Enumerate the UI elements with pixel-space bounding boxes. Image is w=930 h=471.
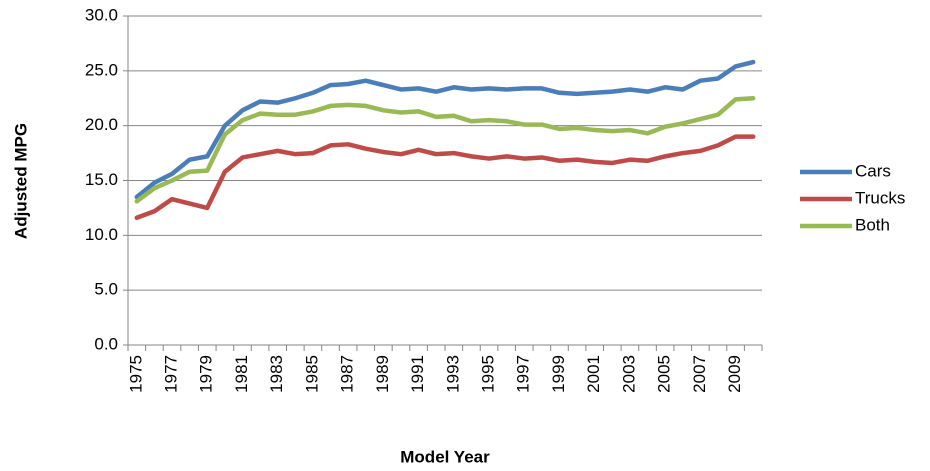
x-tick-label: 1983 — [267, 355, 286, 393]
series-line — [134, 134, 756, 221]
x-tick-label: 1991 — [408, 355, 427, 393]
y-tick-label: 0.0 — [94, 334, 118, 353]
x-tick-label: 1999 — [549, 355, 568, 393]
y-tick-label: 10.0 — [85, 225, 118, 244]
x-tick-label: 1995 — [479, 355, 498, 393]
x-tick-label: 1975 — [126, 355, 145, 393]
y-tick-label: 30.0 — [85, 5, 118, 24]
x-axis-title: Model Year — [400, 447, 490, 466]
y-axis-title: Adjusted MPG — [11, 123, 30, 239]
legend-label: Both — [855, 215, 890, 234]
x-tick-label: 1997 — [514, 355, 533, 393]
legend-label: Trucks — [855, 188, 905, 207]
x-tick-label: 1993 — [443, 355, 462, 393]
x-tick-label: 1981 — [232, 355, 251, 393]
y-tick-label: 25.0 — [85, 60, 118, 79]
y-tick-label: 20.0 — [85, 115, 118, 134]
x-tick-label: 1977 — [162, 355, 181, 393]
series-line — [134, 59, 756, 200]
x-tick-label: 1979 — [197, 355, 216, 393]
x-tick-label: 2003 — [619, 355, 638, 393]
x-tick-label: 1987 — [338, 355, 357, 393]
x-tick-label: 2001 — [584, 355, 603, 393]
x-tick-label: 2009 — [725, 355, 744, 393]
x-tick-label: 1985 — [302, 355, 321, 393]
y-tick-label: 15.0 — [85, 170, 118, 189]
series-line — [134, 96, 756, 204]
x-tick-label: 1989 — [373, 355, 392, 393]
x-tick-label: 2007 — [690, 355, 709, 393]
x-tick-label: 2005 — [655, 355, 674, 393]
legend-label: Cars — [855, 161, 891, 180]
y-tick-label: 5.0 — [94, 280, 118, 299]
